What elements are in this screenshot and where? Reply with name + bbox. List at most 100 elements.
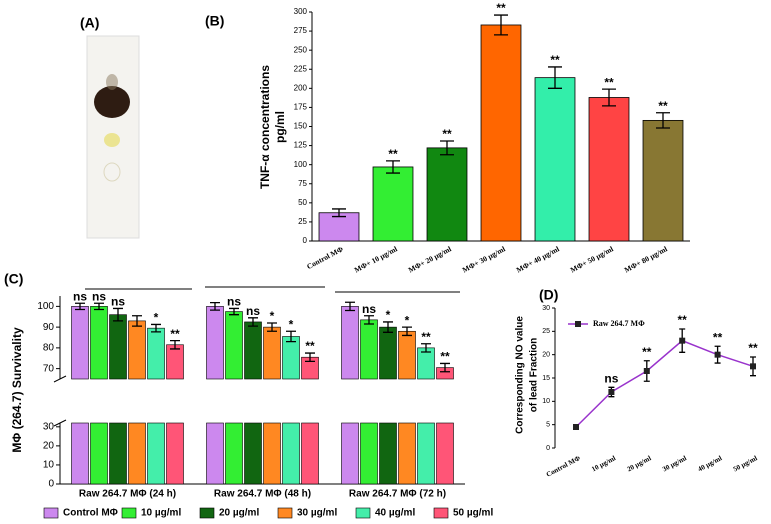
y-tick-label: 90 bbox=[43, 322, 55, 333]
bar-lower bbox=[282, 422, 300, 485]
legend-label: 50 µg/ml bbox=[453, 508, 493, 519]
y-tick-label: 25 bbox=[542, 328, 550, 335]
error-bar bbox=[267, 322, 277, 332]
bar bbox=[90, 306, 108, 380]
point bbox=[643, 368, 650, 374]
error-bar bbox=[421, 343, 431, 353]
bar-lower bbox=[206, 422, 224, 485]
point bbox=[714, 351, 721, 358]
legend-label: 30 µg/ml bbox=[297, 508, 337, 519]
value-label: ** bbox=[305, 339, 315, 353]
y-tick-label: 20 bbox=[542, 352, 550, 359]
bar-lower bbox=[166, 422, 184, 485]
error-bar bbox=[402, 326, 412, 337]
y-tick-label: 0 bbox=[48, 479, 54, 490]
legend-swatch bbox=[355, 507, 371, 519]
legend-swatch bbox=[277, 507, 293, 519]
bar-lower bbox=[128, 422, 146, 485]
error-bar bbox=[132, 315, 142, 327]
bar-lower bbox=[341, 422, 359, 485]
value-label: * bbox=[289, 317, 294, 331]
value-label: ns bbox=[246, 304, 260, 318]
error-bar bbox=[602, 88, 616, 107]
bar-lower bbox=[71, 422, 89, 485]
dark-spot bbox=[94, 86, 130, 118]
x-tick-label: MΦ+ 40 µg/ml bbox=[515, 244, 561, 274]
y-tick-label: 5 bbox=[546, 422, 550, 429]
trail bbox=[106, 74, 118, 90]
value-label: * bbox=[154, 311, 159, 325]
bar bbox=[642, 119, 684, 242]
x-tick-label: Raw 264.7 MΦ (24 h) bbox=[79, 489, 176, 500]
value-label: ** bbox=[678, 313, 688, 327]
x-tick-label: MΦ+ 30 µg/ml bbox=[461, 244, 507, 274]
value-label: ** bbox=[604, 75, 614, 89]
legend-swatch bbox=[199, 507, 215, 519]
bar-lower bbox=[244, 422, 262, 485]
x-tick-label: MΦ+ 50 µg/ml bbox=[569, 244, 615, 274]
value-label: ** bbox=[170, 327, 180, 341]
point bbox=[573, 424, 579, 430]
bar bbox=[588, 97, 630, 242]
line bbox=[575, 339, 754, 428]
x-tick-label: Raw 264.7 MΦ (48 h) bbox=[214, 489, 311, 500]
legend-swatch bbox=[121, 507, 137, 519]
error-bar bbox=[286, 330, 296, 343]
bar-lower bbox=[225, 422, 243, 485]
bar bbox=[318, 212, 360, 242]
legend-label: 40 µg/ml bbox=[375, 508, 415, 519]
bar bbox=[128, 320, 146, 380]
y-axis-label: pg/ml bbox=[273, 111, 287, 143]
value-label: ** bbox=[550, 53, 560, 67]
y-tick-label: 200 bbox=[294, 83, 308, 92]
legend-marker bbox=[575, 321, 581, 327]
x-tick-label: MΦ+ 80 µg/ml bbox=[623, 244, 669, 274]
value-label: ** bbox=[642, 345, 652, 359]
bar bbox=[71, 306, 89, 380]
y-tick-label: 70 bbox=[43, 363, 55, 374]
y-axis-label: Corresponding NO value bbox=[515, 316, 526, 434]
error-bar bbox=[151, 323, 161, 333]
y-tick-label: 80 bbox=[43, 343, 55, 354]
axis-break bbox=[53, 375, 67, 427]
x-tick-label: 50 µg/ml bbox=[732, 454, 759, 473]
bar-lower bbox=[147, 422, 165, 485]
value-label: ns bbox=[73, 289, 87, 303]
bar bbox=[282, 336, 300, 380]
bar-lower bbox=[436, 422, 454, 485]
error-bar bbox=[248, 317, 258, 327]
bar bbox=[426, 147, 468, 242]
bar bbox=[263, 326, 281, 380]
value-label: ** bbox=[658, 99, 668, 113]
error-bar bbox=[494, 14, 508, 36]
value-label: * bbox=[386, 308, 391, 322]
faint-spot bbox=[103, 162, 121, 182]
y-tick-label: 150 bbox=[294, 122, 308, 131]
y-tick-label: 10 bbox=[542, 398, 550, 405]
bar bbox=[379, 326, 397, 380]
y-tick-label: 30 bbox=[542, 305, 550, 312]
error-bar bbox=[364, 315, 374, 325]
y-tick-label: 0 bbox=[303, 236, 308, 245]
bar-lower bbox=[360, 422, 378, 485]
value-label: ns bbox=[362, 302, 376, 316]
error-bar bbox=[440, 140, 454, 156]
value-label: ** bbox=[388, 147, 398, 161]
bar-lower bbox=[398, 422, 416, 485]
y-tick-label: 15 bbox=[542, 375, 550, 382]
bar bbox=[166, 344, 184, 380]
panel-label: (B) bbox=[205, 13, 224, 29]
y-tick-label: 125 bbox=[294, 141, 308, 150]
legend-swatch bbox=[433, 507, 449, 519]
legend-label: 10 µg/ml bbox=[141, 508, 181, 519]
bar bbox=[534, 77, 576, 242]
value-label: ns bbox=[111, 295, 125, 309]
y-tick-label: 20 bbox=[43, 441, 55, 452]
bar-lower bbox=[109, 422, 127, 485]
bar bbox=[360, 319, 378, 380]
y-axis-label: of lead Fraction bbox=[529, 338, 540, 412]
error-bar bbox=[332, 208, 346, 218]
point bbox=[750, 363, 756, 370]
error-bar bbox=[170, 339, 180, 350]
